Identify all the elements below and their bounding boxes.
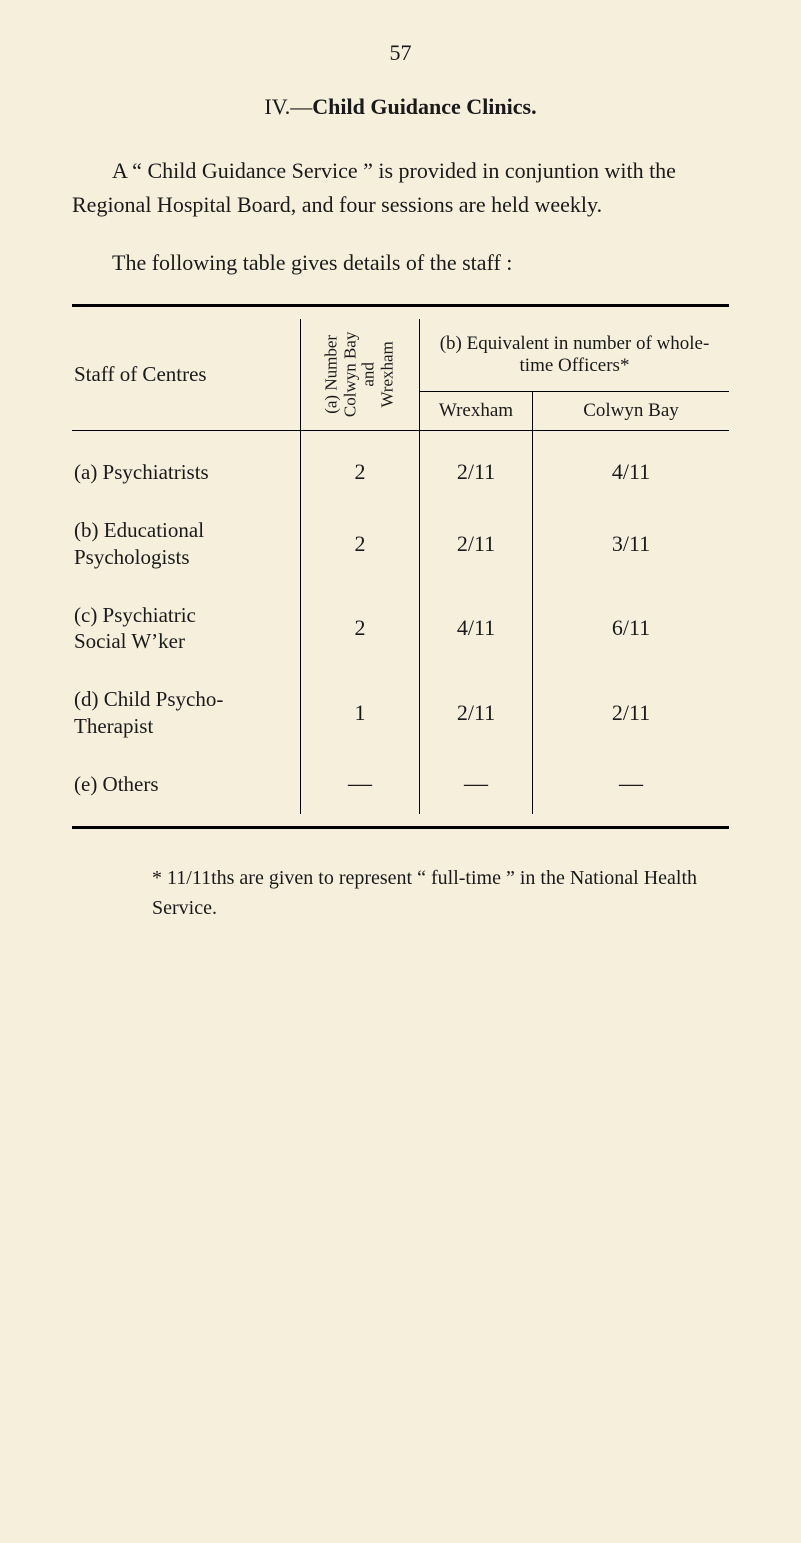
header-num-line4: Wrexham (378, 342, 397, 408)
row-label: (e) Others (74, 772, 159, 796)
page-number: 57 (72, 40, 729, 66)
row-num: — (348, 771, 372, 797)
intro-paragraph-1: A “ Child Guidance Service ” is provided… (72, 154, 729, 222)
row-colwyn: 3/11 (612, 531, 650, 556)
row-label: (d) Child Psycho-Therapist (74, 687, 223, 737)
row-colwyn: 6/11 (612, 615, 650, 640)
table-row: (c) PsychiatricSocial W’ker 2 4/11 6/11 (72, 586, 729, 671)
staff-table: Staff of Centres (a) Number Colwyn Bay a… (72, 304, 729, 829)
row-label: (c) PsychiatricSocial W’ker (74, 603, 196, 653)
row-num: 1 (355, 700, 366, 725)
header-number-column: (a) Number Colwyn Bay and Wrexham (301, 329, 419, 420)
footnote-text: * 11/11ths are given to represent “ full… (152, 867, 697, 919)
row-wrexham: 2/11 (457, 531, 495, 556)
para1-text: A “ Child Guidance Service ” is provided… (72, 158, 676, 217)
header-equivalent: (b) Equivalent in number of whole-time O… (440, 333, 710, 376)
row-wrexham: 4/11 (457, 615, 495, 640)
row-wrexham: 2/11 (457, 700, 495, 725)
section-title: IV.—Child Guidance Clinics. (72, 94, 729, 120)
row-wrexham: 2/11 (457, 459, 495, 484)
section-roman: IV.— (264, 94, 312, 119)
intro-paragraph-2: The following table gives details of the… (72, 246, 729, 280)
row-colwyn: — (619, 771, 643, 797)
section-title-text: Child Guidance Clinics. (312, 94, 536, 119)
row-num: 2 (355, 615, 366, 640)
row-num: 2 (355, 531, 366, 556)
row-label: (a) Psychiatrists (74, 460, 209, 484)
header-colwyn-bay: Colwyn Bay (583, 400, 679, 421)
footnote: * 11/11ths are given to represent “ full… (72, 863, 729, 923)
row-colwyn: 4/11 (612, 459, 650, 484)
page-root: 57 IV.—Child Guidance Clinics. A “ Child… (0, 0, 801, 1543)
header-num-line2: Colwyn Bay (340, 332, 359, 417)
para2-text: The following table gives details of the… (112, 250, 512, 275)
row-label: (b) EducationalPsychologists (74, 518, 204, 568)
row-colwyn: 2/11 (612, 700, 650, 725)
table-row: (b) EducationalPsychologists 2 2/11 3/11 (72, 501, 729, 586)
header-num-line3: and (359, 363, 378, 388)
header-staff-of-centres: Staff of Centres (74, 362, 207, 386)
header-wrexham: Wrexham (439, 400, 513, 421)
table-row: (e) Others — — — (72, 755, 729, 814)
header-num-line1: (a) Number (322, 335, 341, 414)
table-row: (a) Psychiatrists 2 2/11 4/11 (72, 443, 729, 501)
table-row: (d) Child Psycho-Therapist 1 2/11 2/11 (72, 670, 729, 755)
row-wrexham: — (464, 771, 488, 797)
row-num: 2 (355, 459, 366, 484)
